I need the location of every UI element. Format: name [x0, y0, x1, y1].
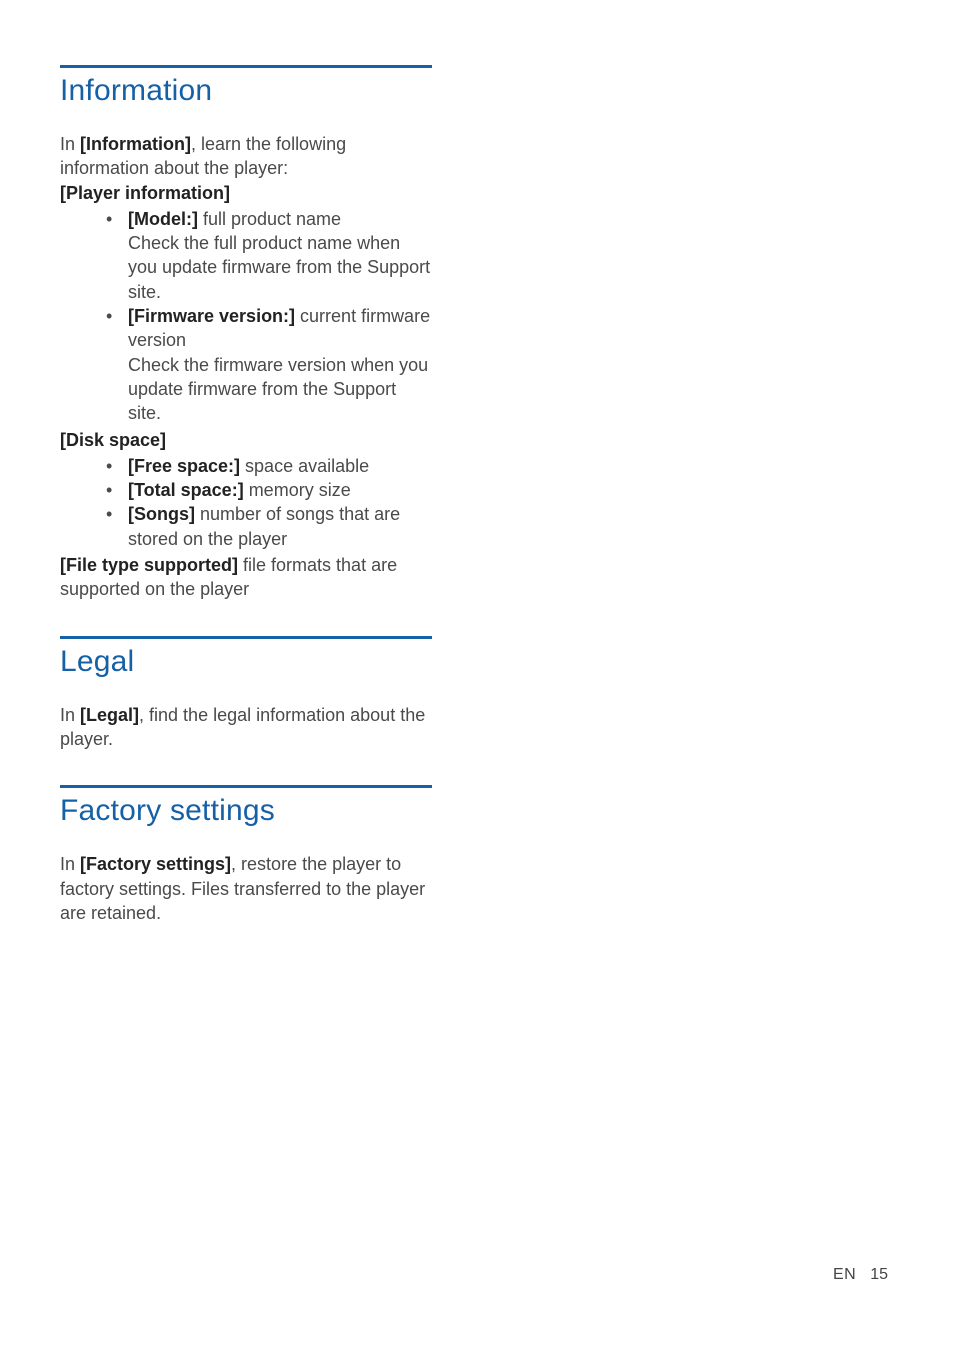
list-item: [Free space:] space available	[128, 454, 432, 478]
list-item: [Total space:] memory size	[128, 478, 432, 502]
bold-label: [Information]	[80, 134, 191, 154]
information-intro: In [Information], learn the following in…	[60, 132, 432, 181]
heading-factory-settings: Factory settings	[60, 794, 432, 828]
text: full product name	[198, 209, 341, 229]
bold-label: [Total space:]	[128, 480, 244, 500]
text: Check the full product name when you upd…	[128, 233, 430, 302]
spacer	[60, 751, 432, 785]
bold-label: [Player information]	[60, 183, 230, 203]
page-footer: EN 15	[833, 1266, 888, 1284]
text: In	[60, 134, 80, 154]
footer-page-number: 15	[870, 1266, 888, 1283]
list-item: [Model:] full product name Check the ful…	[128, 207, 432, 304]
list-item: [Songs] number of songs that are stored …	[128, 502, 432, 551]
legal-intro: In [Legal], find the legal information a…	[60, 703, 432, 752]
section-rule-factory	[60, 785, 432, 788]
text: memory size	[244, 480, 351, 500]
section-rule-information	[60, 65, 432, 68]
text: Check the firmware version when you upda…	[128, 355, 428, 424]
list-item: [Firmware version:] current firmware ver…	[128, 304, 432, 425]
bold-label: [Legal]	[80, 705, 139, 725]
file-type-supported: [File type supported] file formats that …	[60, 553, 432, 602]
bold-label: [Factory settings]	[80, 854, 231, 874]
list-disk-space: [Free space:] space available [Total spa…	[60, 454, 432, 551]
section-rule-legal	[60, 636, 432, 639]
bold-label: [Songs]	[128, 504, 195, 524]
page: Information In [Information], learn the …	[0, 0, 954, 925]
text: space available	[240, 456, 369, 476]
content-column: Information In [Information], learn the …	[60, 65, 432, 925]
heading-information: Information	[60, 74, 432, 108]
bold-label: [Free space:]	[128, 456, 240, 476]
bold-label: [Model:]	[128, 209, 198, 229]
factory-intro: In [Factory settings], restore the playe…	[60, 852, 432, 925]
heading-legal: Legal	[60, 645, 432, 679]
footer-lang: EN	[833, 1266, 856, 1283]
list-player-info: [Model:] full product name Check the ful…	[60, 207, 432, 426]
bold-label: [Disk space]	[60, 430, 166, 450]
text: In	[60, 854, 80, 874]
group-label-disk-space: [Disk space]	[60, 428, 432, 452]
bold-label: [Firmware version:]	[128, 306, 295, 326]
group-label-player-info: [Player information]	[60, 181, 432, 205]
text: In	[60, 705, 80, 725]
spacer	[60, 602, 432, 636]
bold-label: [File type supported]	[60, 555, 238, 575]
